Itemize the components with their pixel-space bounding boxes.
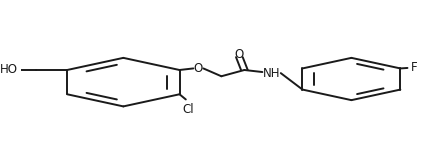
Text: O: O [235, 48, 244, 61]
Text: HO: HO [0, 64, 18, 76]
Text: F: F [411, 61, 417, 74]
Text: O: O [194, 62, 203, 75]
Text: Cl: Cl [182, 103, 194, 116]
Text: NH: NH [263, 67, 280, 80]
